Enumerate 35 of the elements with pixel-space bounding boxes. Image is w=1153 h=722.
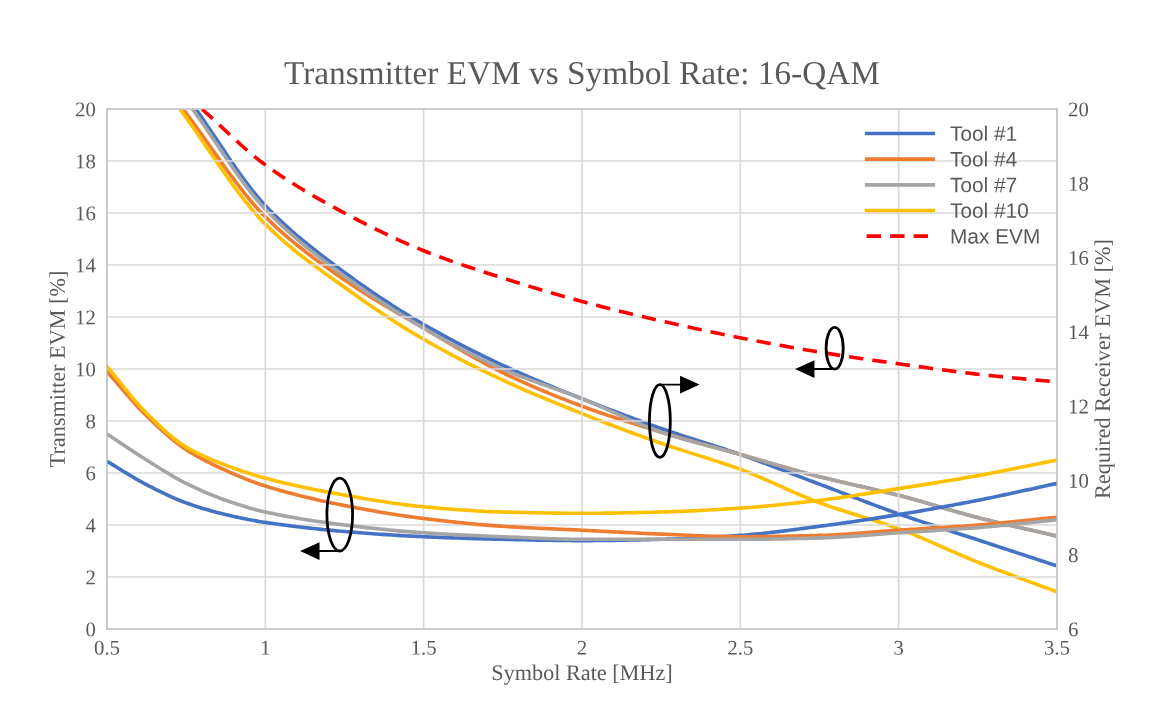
y-tick-label: 18 [76,154,96,169]
chart-title: Transmitter EVM vs Symbol Rate: 16-QAM [284,60,879,92]
legend-label: Tool #7 [950,177,1017,193]
y-tick-label: 0 [86,622,96,637]
legend-label: Tool #4 [950,151,1017,167]
legend-label: Max EVM [951,229,1039,244]
y2-tick-label: 18 [1069,176,1089,191]
y-tick-label: 10 [76,362,96,377]
x-tick-label: 3 [894,640,904,655]
x-tick-label: 3.5 [1044,640,1070,655]
y2-tick-label: 16 [1069,251,1089,266]
y-tick-label: 16 [76,206,96,221]
legend-label: Tool #1 [950,125,1017,141]
y2-tick-label: 6 [1068,622,1078,637]
x-tick-label: 1 [261,640,270,655]
y-tick-label: 2 [86,570,95,585]
legend-label: Tool #10 [950,202,1028,218]
y2-axis-title: Required Receiver EVM [%] [1094,240,1115,499]
y-tick-label: 6 [86,466,96,481]
y-tick-label: 8 [86,414,96,429]
y2-tick-label: 12 [1069,399,1088,414]
x-axis-title: Symbol Rate [MHz] [492,664,672,685]
y-axis-title: Transmitter EVM [%] [49,272,68,467]
y2-tick-label: 8 [1068,548,1078,563]
y-tick-label: 20 [75,102,96,117]
y2-tick-label: 10 [1069,473,1089,488]
y-tick-label: 4 [85,518,96,533]
x-tick-label: 1.5 [412,640,436,655]
y-tick-label: 14 [76,258,96,273]
x-tick-label: 2.5 [728,640,753,655]
y2-tick-label: 14 [1069,325,1089,340]
y2-tick-label: 20 [1068,102,1089,117]
y-tick-label: 12 [76,310,95,325]
x-tick-label: 0.5 [94,640,120,655]
x-tick-label: 2 [577,640,587,655]
